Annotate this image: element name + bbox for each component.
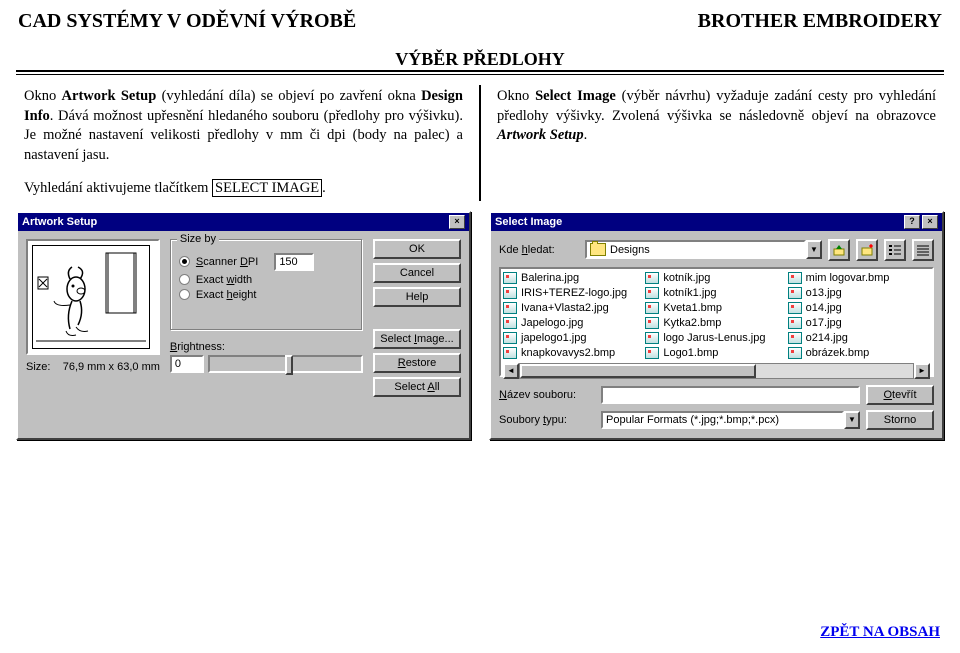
image-file-icon — [788, 287, 802, 299]
radio-exact-height[interactable]: Exact height — [179, 289, 354, 301]
file-item[interactable]: obrázek.bmp — [788, 346, 930, 361]
ok-button[interactable]: OK — [373, 239, 461, 259]
header-right: BROTHER EMBROIDERY — [698, 10, 942, 33]
page-subtitle: VÝBĚR PŘEDLOHY — [0, 49, 960, 70]
file-item[interactable]: japelogo1.jpg — [503, 331, 645, 346]
radio-dot-icon — [179, 274, 190, 285]
image-file-icon — [503, 287, 517, 299]
image-file-icon — [788, 332, 802, 344]
folder-icon — [590, 243, 606, 256]
close-icon[interactable]: × — [449, 215, 465, 229]
back-to-contents-link[interactable]: ZPĚT NA OBSAH — [820, 624, 940, 641]
lookin-dropdown[interactable]: Designs ▼ — [585, 240, 822, 259]
file-item[interactable]: Ivana+Vlasta2.jpg — [503, 301, 645, 316]
file-item[interactable]: Balerina.jpg — [503, 271, 645, 286]
image-file-icon — [645, 302, 659, 314]
image-file-icon — [503, 347, 517, 359]
file-item[interactable]: Kytka2.bmp — [645, 316, 787, 331]
list-view-icon[interactable] — [884, 239, 906, 261]
file-list-pane: Balerina.jpgIRIS+TEREZ-logo.jpgIvana+Vla… — [499, 267, 934, 377]
details-view-icon[interactable] — [912, 239, 934, 261]
chevron-down-icon[interactable]: ▼ — [806, 240, 822, 259]
storno-button[interactable]: Storno — [866, 410, 934, 430]
file-item[interactable]: o14.jpg — [788, 301, 930, 316]
lookin-label: Kde hledat: — [499, 244, 579, 256]
size-row: Size: 76,9 mm x 63,0 mm — [26, 361, 160, 373]
image-file-icon — [503, 302, 517, 314]
select-image-button[interactable]: Select Image... — [373, 329, 461, 349]
brightness-row: Brightness: 0 — [170, 341, 363, 373]
radio-exact-width[interactable]: Exact width — [179, 274, 354, 286]
help-icon[interactable]: ? — [904, 215, 920, 229]
filetype-label: Soubory typu: — [499, 414, 595, 426]
scroll-left-icon[interactable]: ◄ — [503, 363, 519, 379]
scroll-right-icon[interactable]: ► — [914, 363, 930, 379]
image-file-icon — [645, 287, 659, 299]
file-item[interactable]: o17.jpg — [788, 316, 930, 331]
brightness-slider[interactable] — [208, 355, 363, 373]
file-item[interactable]: o214.jpg — [788, 331, 930, 346]
file-item[interactable]: kotník1.jpg — [645, 286, 787, 301]
filetype-dropdown[interactable]: Popular Formats (*.jpg;*.bmp;*.pcx) ▼ — [601, 411, 860, 429]
image-file-icon — [645, 317, 659, 329]
image-file-icon — [503, 272, 517, 284]
cancel-button[interactable]: Cancel — [373, 263, 461, 283]
right-column: Okno Select Image (výběr návrhu) vyžaduj… — [481, 85, 944, 201]
artwork-setup-titlebar[interactable]: Artwork Setup × — [18, 213, 469, 231]
close-icon[interactable]: × — [922, 215, 938, 229]
restore-button[interactable]: Restore — [373, 353, 461, 373]
horizontal-scrollbar[interactable]: ◄ ► — [503, 363, 930, 379]
up-folder-icon[interactable] — [828, 239, 850, 261]
image-file-icon — [503, 332, 517, 344]
help-button[interactable]: Help — [373, 287, 461, 307]
new-folder-icon[interactable] — [856, 239, 878, 261]
size-by-label: Size by — [177, 233, 219, 245]
artwork-setup-title: Artwork Setup — [22, 216, 97, 228]
left-paragraph-2: Vyhledání aktivujeme tlačítkem SELECT IM… — [24, 179, 463, 199]
left-paragraph-1: Okno Artwork Setup (vyhledání díla) se o… — [24, 87, 463, 165]
file-item[interactable]: Logo1.bmp — [645, 346, 787, 361]
file-item[interactable]: o13.jpg — [788, 286, 930, 301]
open-button[interactable]: Otevřít — [866, 385, 934, 405]
file-item[interactable]: Kveta1.bmp — [645, 301, 787, 316]
image-file-icon — [788, 317, 802, 329]
select-image-dialog: Select Image ? × Kde hledat: Designs ▼ — [489, 211, 944, 440]
dpi-input[interactable]: 150 — [274, 253, 314, 271]
artwork-setup-dialog: Artwork Setup × — [16, 211, 471, 440]
right-paragraph-1: Okno Select Image (výběr návrhu) vyžaduj… — [497, 87, 936, 146]
header-left: CAD SYSTÉMY V ODĚVNÍ VÝROBĚ — [18, 10, 356, 33]
image-file-icon — [788, 302, 802, 314]
file-item[interactable]: knapkovavys2.bmp — [503, 346, 645, 361]
image-file-icon — [503, 317, 517, 329]
rule-top — [16, 70, 944, 72]
image-file-icon — [645, 347, 659, 359]
filename-label: Název souboru: — [499, 389, 595, 401]
file-item[interactable]: kotník.jpg — [645, 271, 787, 286]
preview-image — [32, 245, 150, 349]
radio-dot-icon — [179, 289, 190, 300]
file-item[interactable]: Japelogo.jpg — [503, 316, 645, 331]
file-item[interactable]: logo Jarus-Lenus.jpg — [645, 331, 787, 346]
brightness-input[interactable]: 0 — [170, 355, 204, 373]
preview-pane — [26, 239, 160, 355]
rule-top2 — [16, 74, 944, 75]
size-by-group: Size by Scanner DPI 150 Exact width Exac… — [170, 239, 363, 331]
image-file-icon — [645, 332, 659, 344]
select-image-titlebar[interactable]: Select Image ? × — [491, 213, 942, 231]
image-file-icon — [788, 347, 802, 359]
image-file-icon — [788, 272, 802, 284]
filename-input[interactable] — [601, 386, 860, 404]
select-all-button[interactable]: Select All — [373, 377, 461, 397]
image-file-icon — [645, 272, 659, 284]
file-item[interactable]: IRIS+TEREZ-logo.jpg — [503, 286, 645, 301]
select-image-title: Select Image — [495, 216, 562, 228]
chevron-down-icon[interactable]: ▼ — [844, 411, 860, 429]
file-item[interactable]: mim logovar.bmp — [788, 271, 930, 286]
left-column: Okno Artwork Setup (vyhledání díla) se o… — [16, 85, 481, 201]
radio-scanner-dpi[interactable]: Scanner DPI 150 — [179, 253, 354, 271]
radio-dot-checked-icon — [179, 256, 190, 267]
